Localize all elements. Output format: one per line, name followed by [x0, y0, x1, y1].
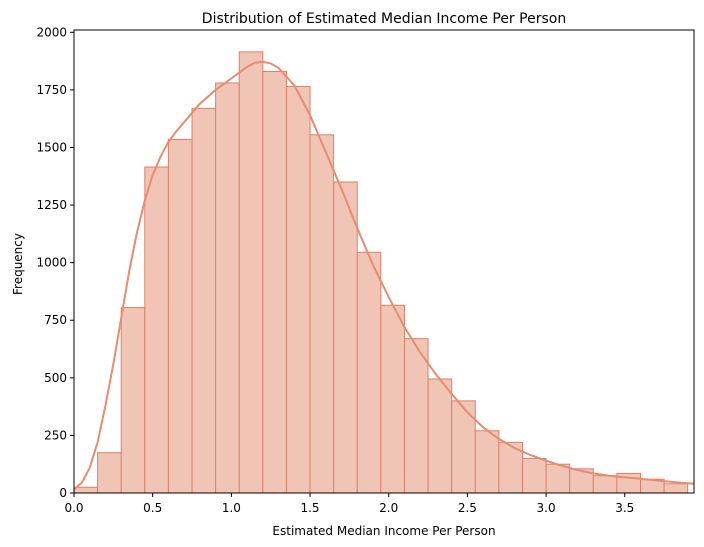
histogram-bar — [167, 138, 193, 494]
y-tick-label: 500 — [44, 371, 67, 385]
plot-frame — [73, 29, 695, 494]
histogram-bar — [191, 107, 217, 494]
histogram-bar — [356, 251, 382, 494]
histogram-bar — [97, 452, 122, 494]
histogram-bar — [592, 475, 618, 494]
y-tick-label: 1500 — [36, 140, 67, 154]
x-tick-label: 2.5 — [458, 501, 477, 515]
histogram-bar — [521, 457, 547, 494]
histogram-bar — [663, 483, 689, 494]
histogram-bar — [451, 400, 476, 494]
x-tick-label: 0.0 — [64, 501, 83, 515]
x-tick-label: 2.0 — [379, 501, 398, 515]
histogram-bar — [380, 304, 405, 494]
histogram-bar — [215, 82, 240, 494]
histogram-bar — [262, 70, 287, 494]
y-tick-label: 0 — [59, 486, 67, 500]
kde-curve — [73, 60, 695, 491]
x-tick-label: 0.5 — [143, 501, 162, 515]
y-tick-label: 1750 — [36, 83, 67, 97]
chart-title: Distribution of Estimated Median Income … — [202, 11, 566, 27]
histogram-bar — [120, 307, 146, 494]
histogram-bar — [545, 463, 571, 494]
bars-group — [73, 51, 689, 494]
histogram-bar — [474, 430, 500, 494]
y-axis-label: Frequency — [11, 233, 25, 295]
x-axis-ticks: 0.0 0.5 1.0 1.5 2.0 2.5 3.0 3.5 — [64, 493, 634, 515]
x-tick-label: 3.5 — [615, 501, 634, 515]
histogram-bar — [238, 51, 264, 494]
histogram-bar — [427, 378, 453, 494]
x-tick-label: 1.0 — [222, 501, 241, 515]
x-tick-label: 3.0 — [537, 501, 556, 515]
y-tick-label: 1250 — [36, 198, 67, 212]
histogram-bar — [144, 166, 169, 494]
y-tick-label: 750 — [44, 313, 67, 327]
histogram-bar — [333, 181, 358, 494]
y-tick-label: 1000 — [36, 256, 67, 270]
histogram-bar — [285, 85, 311, 494]
y-tick-label: 2000 — [36, 25, 67, 39]
histogram-bar — [73, 486, 99, 494]
histogram-bar — [309, 134, 335, 494]
y-tick-label: 250 — [44, 428, 67, 442]
x-tick-label: 1.5 — [300, 501, 319, 515]
x-axis-label: Estimated Median Income Per Person — [272, 524, 495, 538]
histogram-bar — [403, 338, 429, 494]
y-axis-ticks: 0 250 500 750 1000 1250 1500 1750 2000 — [36, 25, 74, 500]
